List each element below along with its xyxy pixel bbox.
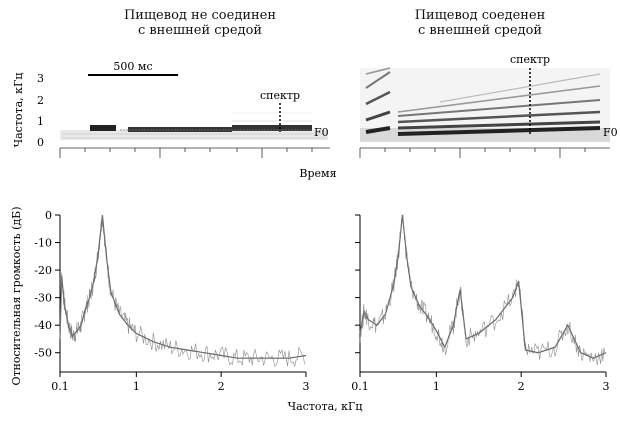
spec-ytick-3: 3 (37, 72, 44, 85)
spectrum-xlabel: Частота, кГц (288, 400, 363, 413)
spectrum-label-right: спектр (510, 53, 550, 66)
spectrum-line-1 (359, 214, 607, 359)
x-tick-label-0-0: 0.1 (51, 380, 69, 393)
time-axis-left (59, 147, 330, 158)
f0-segment-3 (232, 125, 312, 131)
spectrogram-right: спектр F0 (360, 53, 618, 142)
y-tick-label-5: -50 (34, 347, 52, 360)
spectrum-chart-right-frame (359, 215, 606, 373)
spectrum-chart-left-frame (59, 215, 306, 373)
spectrum-noise-0 (59, 214, 305, 368)
spec-ytick-1: 1 (37, 115, 44, 128)
spectrum-ylabel: Относительная громкость (дБ) (10, 206, 23, 385)
f0-label-left: F0 (314, 126, 329, 139)
harmonic-2 (365, 110, 601, 130)
x-tick-label-1-2: 2 (518, 380, 525, 393)
x-tick-label-0-1: 1 (133, 380, 140, 393)
spec-ytick-0: 0 (37, 136, 44, 149)
time-axis-label: Время (299, 167, 336, 180)
harmonic-3 (365, 90, 601, 124)
x-tick-label-1-1: 1 (433, 380, 440, 393)
x-tick-label-1-3: 3 (603, 380, 610, 393)
y-tick-label-4: -40 (34, 319, 52, 332)
harmonic-4 (365, 71, 601, 117)
y-tick-label-3: -30 (34, 292, 52, 305)
spectrum-line-0 (59, 214, 307, 359)
harmonic-6 (439, 73, 601, 103)
spectrogram-ylabel: Частота, кГц (12, 73, 25, 148)
f0-label-right: F0 (603, 126, 618, 139)
spectrogram-left: 500 мс спектр F0 (60, 60, 329, 140)
time-axis-right (359, 147, 610, 158)
x-tick-label-1-0: 0.1 (351, 380, 369, 393)
scale-bar-label: 500 мс (113, 60, 152, 73)
spectrum-label-left: спектр (260, 89, 300, 102)
y-tick-label-1: -10 (34, 237, 52, 250)
spectrum-noise-1 (359, 214, 606, 365)
x-tick-label-0-3: 3 (303, 380, 310, 393)
y-tick-label-2: -20 (34, 264, 52, 277)
spec-ytick-2: 2 (37, 94, 44, 107)
y-tick-label-0: 0 (45, 209, 52, 222)
x-tick-label-0-2: 2 (218, 380, 225, 393)
harmonic-5 (365, 67, 601, 113)
harmonic-1 (365, 126, 601, 136)
right-panel-title: Пищевод соеденен с внешней средой (414, 8, 546, 38)
f0-segment-2 (128, 127, 232, 132)
f0-segment-1 (90, 125, 116, 131)
left-panel-title: Пищевод не соединен с внешней средой (123, 8, 277, 38)
